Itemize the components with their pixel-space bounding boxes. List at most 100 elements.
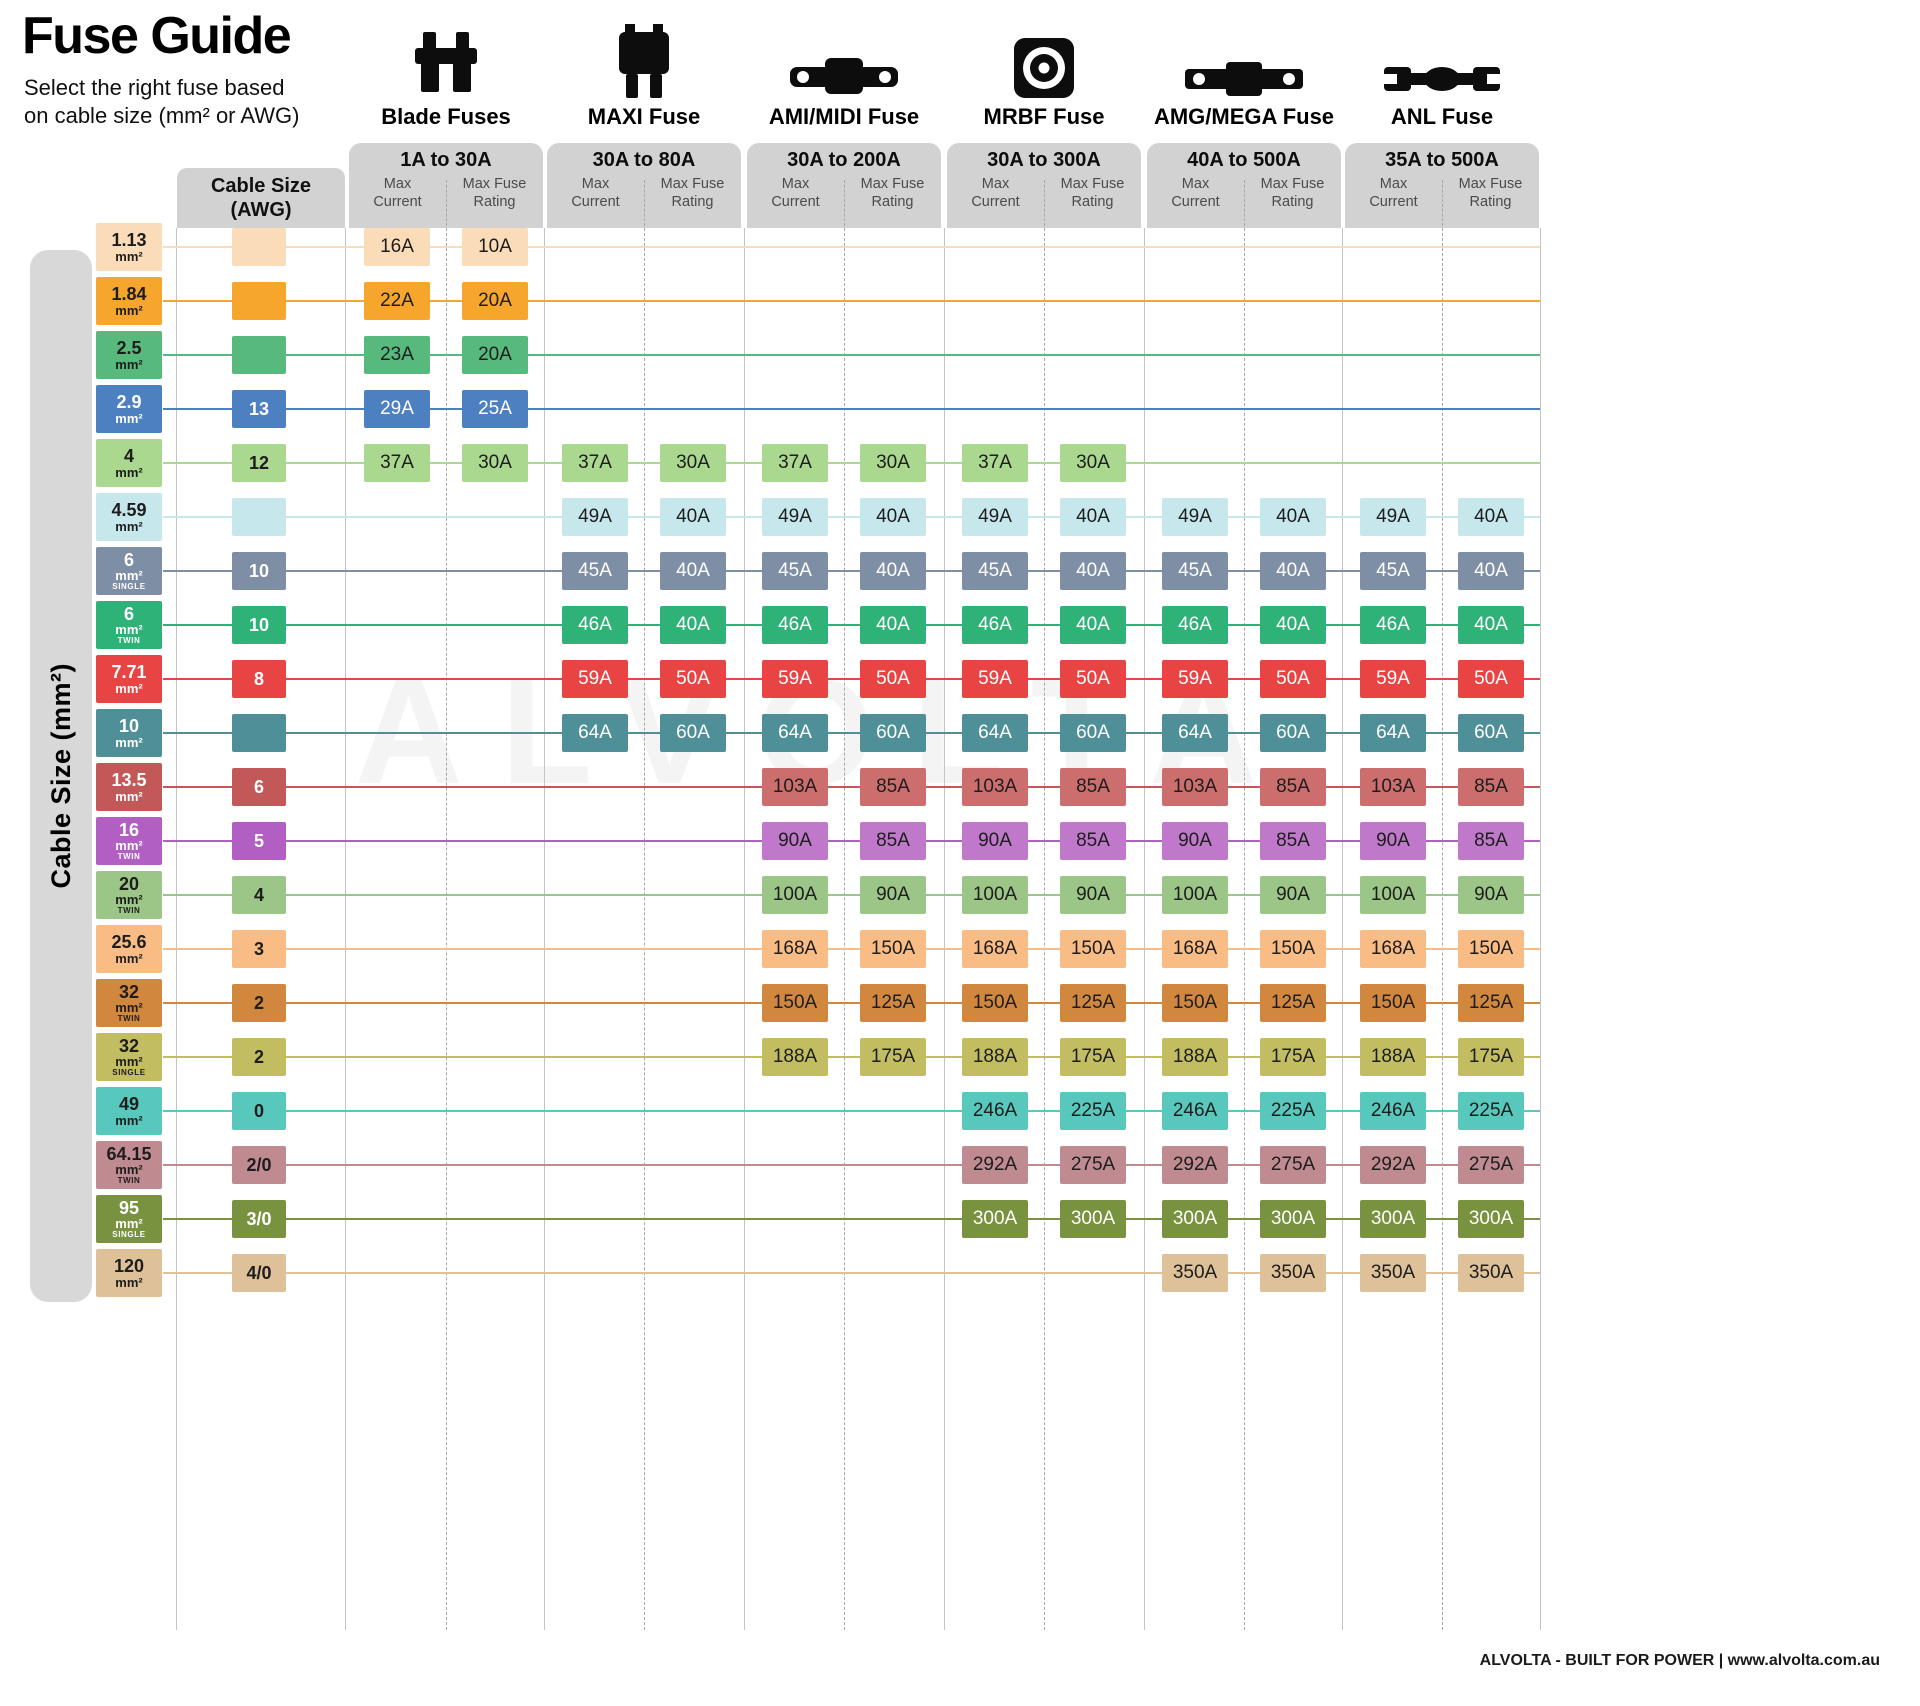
max-fuse-rating-cell: 125A bbox=[1260, 984, 1326, 1022]
max-fuse-rating-cell: 350A bbox=[1260, 1254, 1326, 1292]
max-current-cell: 37A bbox=[762, 444, 828, 482]
max-fuse-rating-cell: 60A bbox=[1260, 714, 1326, 752]
cable-size-value: 16 bbox=[118, 819, 140, 840]
cable-row-line bbox=[163, 732, 1540, 734]
cable-size-variant: TWIN bbox=[117, 635, 141, 645]
cable-size-awg-label: 2/0 bbox=[232, 1146, 286, 1184]
max-fuse-rating-cell: 125A bbox=[1458, 984, 1524, 1022]
mrbf-fuse-icon bbox=[946, 16, 1142, 100]
cable-size-awg-label: 10 bbox=[232, 552, 286, 590]
cable-row-line bbox=[163, 570, 1540, 572]
max-current-cell: 37A bbox=[962, 444, 1028, 482]
cable-size-mm2-label: 6 mm² TWIN bbox=[96, 601, 162, 649]
max-current-cell: 100A bbox=[962, 876, 1028, 914]
cable-size-mm2-label: 64.15 mm² TWIN bbox=[96, 1141, 162, 1189]
cable-row-line bbox=[163, 408, 1540, 410]
cable-size-variant: TWIN bbox=[117, 1013, 141, 1023]
max-current-cell: 45A bbox=[1162, 552, 1228, 590]
blade-fuse-icon bbox=[348, 16, 544, 100]
max-fuse-rating-cell: 40A bbox=[860, 552, 926, 590]
cable-row-line bbox=[163, 894, 1540, 896]
max-fuse-rating-cell: 90A bbox=[1060, 876, 1126, 914]
cable-size-value: 2.5 bbox=[116, 338, 142, 359]
column-separator-line bbox=[345, 228, 346, 1630]
cable-size-awg-label: 12 bbox=[232, 444, 286, 482]
cable-size-unit: mm² bbox=[115, 680, 143, 696]
cable-size-mm2-label: 49 mm² bbox=[96, 1087, 162, 1135]
max-current-cell: 300A bbox=[962, 1200, 1028, 1238]
max-current-cell: 37A bbox=[364, 444, 430, 482]
cable-size-unit: mm² bbox=[115, 622, 143, 638]
cable-row-line bbox=[163, 840, 1540, 842]
cable-size-mm2-axis-label: Cable Size (mm²) bbox=[45, 663, 76, 889]
cable-row-line bbox=[163, 462, 1540, 464]
max-current-cell: 100A bbox=[1162, 876, 1228, 914]
max-fuse-rating-cell: 300A bbox=[1060, 1200, 1126, 1238]
subcolumn-divider-line bbox=[446, 228, 447, 1630]
column-subheader: Max Current bbox=[571, 176, 620, 210]
max-current-cell: 49A bbox=[1360, 498, 1426, 536]
max-current-cell: 49A bbox=[1162, 498, 1228, 536]
cable-row-line bbox=[163, 516, 1540, 518]
subtitle-line: Select the right fuse based bbox=[24, 75, 285, 100]
subtitle-line: on cable size (mm² or AWG) bbox=[24, 103, 300, 129]
cable-size-awg-label: 3 bbox=[232, 930, 286, 968]
max-current-cell: 64A bbox=[1360, 714, 1426, 752]
max-current-cell: 168A bbox=[1360, 930, 1426, 968]
max-current-cell: 150A bbox=[762, 984, 828, 1022]
fuse-type-name: AMG/MEGA Fuse bbox=[1153, 104, 1335, 129]
cable-size-value: 1.84 bbox=[111, 284, 147, 305]
column-subheader: Max Fuse Rating bbox=[1060, 176, 1125, 210]
max-fuse-rating-cell: 20A bbox=[462, 282, 528, 320]
max-fuse-rating-cell: 30A bbox=[860, 444, 926, 482]
column-subheader: Max Fuse Rating bbox=[1260, 176, 1325, 210]
max-fuse-rating-cell: 85A bbox=[1060, 822, 1126, 860]
max-fuse-rating-cell: 40A bbox=[1260, 606, 1326, 644]
cable-size-unit: mm² bbox=[115, 302, 143, 318]
fuse-subheaders: Max Current Max Fuse Rating bbox=[349, 176, 543, 211]
column-separator-line bbox=[744, 228, 745, 1630]
cable-row-line bbox=[163, 786, 1540, 788]
cable-size-unit: mm² bbox=[115, 950, 143, 966]
cable-size-unit: mm² bbox=[115, 248, 143, 264]
cable-size-mm2-label: 16 mm² TWIN bbox=[96, 817, 162, 865]
cable-size-awg-label bbox=[232, 498, 286, 536]
cable-size-value: 120 bbox=[113, 1256, 145, 1277]
max-fuse-rating-cell: 150A bbox=[1458, 930, 1524, 968]
max-current-cell: 45A bbox=[1360, 552, 1426, 590]
cable-size-value: 32 bbox=[118, 981, 140, 1002]
cable-size-mm2-label: 6 mm² SINGLE bbox=[96, 547, 162, 595]
max-current-cell: 46A bbox=[762, 606, 828, 644]
cable-size-awg-label bbox=[232, 282, 286, 320]
cable-size-awg-label: 4/0 bbox=[232, 1254, 286, 1292]
max-fuse-rating-cell: 85A bbox=[1260, 822, 1326, 860]
cable-size-unit: mm² bbox=[115, 518, 143, 534]
cable-size-value: 7.71 bbox=[111, 662, 147, 683]
column-subheader: Max Fuse Rating bbox=[860, 176, 925, 210]
max-current-cell: 29A bbox=[364, 390, 430, 428]
cable-size-mm2-label: 7.71 mm² bbox=[96, 655, 162, 703]
subheader-divider-line bbox=[1244, 180, 1245, 226]
cable-size-awg-label: 6 bbox=[232, 768, 286, 806]
max-fuse-rating-cell: 60A bbox=[660, 714, 726, 752]
max-fuse-rating-cell: 275A bbox=[1260, 1146, 1326, 1184]
max-fuse-rating-cell: 40A bbox=[1060, 498, 1126, 536]
column-subheader: Max Fuse Rating bbox=[660, 176, 725, 210]
max-fuse-rating-cell: 40A bbox=[1260, 552, 1326, 590]
cable-size-unit: mm² bbox=[115, 788, 143, 804]
cable-size-mm2-label: 13.5 mm² bbox=[96, 763, 162, 811]
cable-size-unit: mm² bbox=[115, 1162, 143, 1178]
fuse-type-name: MAXI Fuse bbox=[587, 104, 701, 129]
fuse-amp-range: 40A to 500A bbox=[1187, 149, 1301, 171]
max-current-cell: 46A bbox=[1360, 606, 1426, 644]
cable-size-variant: SINGLE bbox=[112, 1067, 146, 1077]
max-current-cell: 64A bbox=[562, 714, 628, 752]
cable-size-mm2-label: 1.13 mm² bbox=[96, 223, 162, 271]
cable-size-mm2-label: 2.9 mm² bbox=[96, 385, 162, 433]
max-current-cell: 150A bbox=[1162, 984, 1228, 1022]
cable-size-mm2-label: 10 mm² bbox=[96, 709, 162, 757]
max-fuse-rating-cell: 275A bbox=[1458, 1146, 1524, 1184]
max-fuse-rating-cell: 175A bbox=[860, 1038, 926, 1076]
max-current-cell: 59A bbox=[762, 660, 828, 698]
max-current-cell: 292A bbox=[1360, 1146, 1426, 1184]
